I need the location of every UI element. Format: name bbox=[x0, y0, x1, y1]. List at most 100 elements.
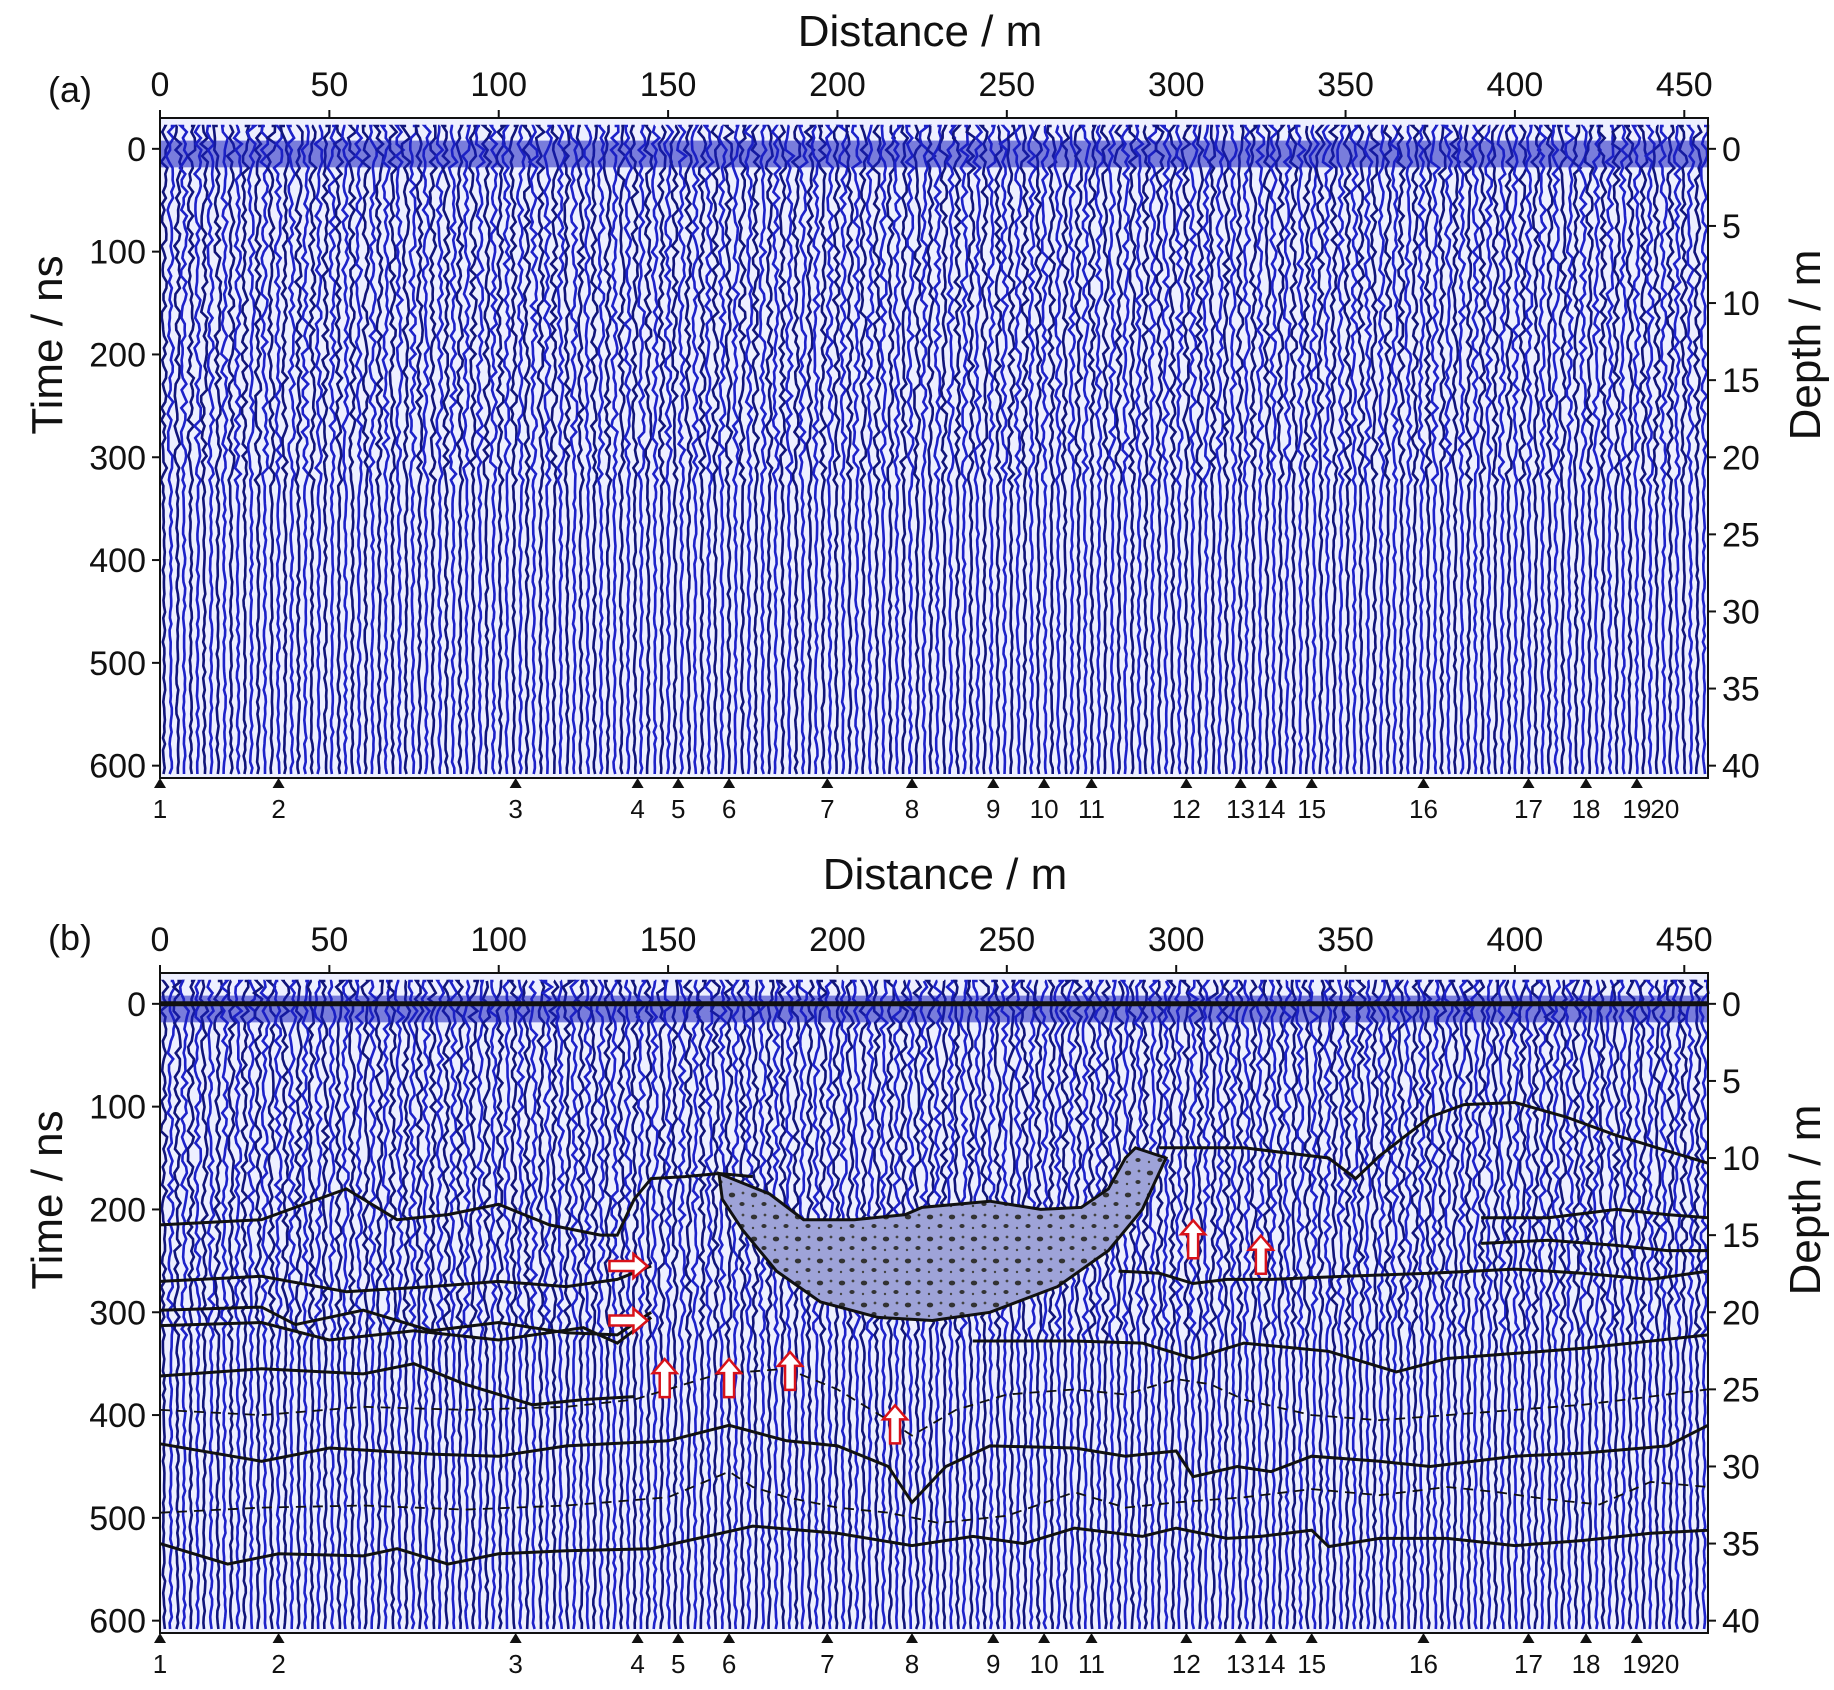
marker-label-a-6: 6 bbox=[722, 794, 736, 824]
panel-b-y-title: Time / ns bbox=[23, 1110, 72, 1289]
annotation-arrow-b-5 bbox=[775, 1349, 805, 1392]
trace-a-207 bbox=[1543, 124, 1555, 775]
trace-a-147 bbox=[1140, 124, 1152, 775]
trace-a-124 bbox=[986, 124, 997, 775]
trace-b-146 bbox=[1133, 979, 1145, 1630]
trace-b-16 bbox=[259, 979, 271, 1630]
trace-a-160 bbox=[1227, 124, 1238, 775]
trace-b-206 bbox=[1536, 979, 1548, 1630]
trace-a-54 bbox=[515, 124, 527, 775]
trace-b-83 bbox=[709, 979, 722, 1630]
marker-triangle-b-6 bbox=[723, 1633, 736, 1643]
marker-label-a-19: 19 bbox=[1622, 794, 1651, 824]
trace-b-155 bbox=[1193, 979, 1206, 1630]
x-tick-label-a-200: 200 bbox=[809, 66, 866, 104]
panel-b-traces bbox=[158, 979, 1710, 1630]
horizon-b-7 bbox=[159, 1423, 1709, 1505]
trace-a-67 bbox=[602, 124, 613, 775]
marker-label-b-18: 18 bbox=[1572, 1649, 1601, 1679]
trace-a-230 bbox=[1699, 124, 1710, 775]
trace-a-81 bbox=[696, 124, 708, 775]
trace-a-14 bbox=[245, 124, 259, 775]
trace-a-175 bbox=[1327, 124, 1341, 775]
marker-triangle-a-17 bbox=[1522, 778, 1535, 788]
trace-a-55 bbox=[521, 124, 533, 775]
annotation-arrow-b-2 bbox=[608, 1305, 650, 1336]
trace-a-25 bbox=[320, 124, 331, 775]
y-tick-label-b-300: 300 bbox=[89, 1294, 146, 1332]
trace-b-10 bbox=[218, 979, 231, 1630]
marker-label-b-9: 9 bbox=[986, 1649, 1000, 1679]
trace-b-145 bbox=[1127, 979, 1137, 1630]
trace-a-77 bbox=[669, 124, 681, 775]
trace-b-195 bbox=[1462, 979, 1475, 1630]
marker-triangle-a-12 bbox=[1180, 778, 1193, 788]
marker-label-b-20: 20 bbox=[1650, 1649, 1679, 1679]
trace-b-183 bbox=[1381, 979, 1393, 1630]
trace-a-18 bbox=[272, 124, 284, 775]
trace-b-4 bbox=[178, 979, 191, 1630]
trace-b-226 bbox=[1671, 979, 1683, 1630]
y2-tick-label-b-25: 25 bbox=[1722, 1371, 1760, 1409]
y2-tick-label-b-40: 40 bbox=[1722, 1603, 1760, 1641]
marker-triangle-b-16 bbox=[1417, 1633, 1430, 1643]
y2-tick-label-a-35: 35 bbox=[1722, 671, 1760, 709]
trace-b-229 bbox=[1688, 979, 1704, 1630]
trace-b-181 bbox=[1368, 979, 1381, 1630]
trace-a-140 bbox=[1094, 124, 1105, 775]
trace-b-72 bbox=[635, 979, 649, 1630]
trace-a-182 bbox=[1376, 124, 1386, 775]
trace-a-31 bbox=[360, 124, 372, 775]
trace-a-102 bbox=[835, 124, 849, 775]
trace-a-63 bbox=[575, 124, 586, 775]
trace-a-229 bbox=[1691, 124, 1703, 774]
trace-a-145 bbox=[1127, 124, 1139, 775]
trace-b-18 bbox=[272, 979, 284, 1630]
trace-a-157 bbox=[1206, 124, 1218, 775]
marker-label-b-1: 1 bbox=[153, 1649, 167, 1679]
x-tick-label-b-250: 250 bbox=[978, 921, 1035, 959]
trace-b-221 bbox=[1638, 979, 1649, 1630]
trace-a-65 bbox=[589, 124, 599, 775]
marker-label-b-13: 13 bbox=[1226, 1649, 1255, 1679]
trace-a-78 bbox=[675, 124, 689, 775]
trace-a-53 bbox=[507, 124, 520, 774]
panel-a-traces bbox=[159, 124, 1710, 775]
trace-a-196 bbox=[1470, 124, 1481, 775]
trace-b-203 bbox=[1517, 979, 1529, 1630]
marker-triangle-b-3 bbox=[509, 1633, 522, 1643]
marker-label-a-3: 3 bbox=[508, 794, 522, 824]
trace-a-149 bbox=[1151, 124, 1166, 775]
trace-a-35 bbox=[386, 124, 399, 774]
trace-b-49 bbox=[481, 980, 492, 1630]
x-tick-label-a-400: 400 bbox=[1487, 66, 1544, 104]
marker-triangle-a-16 bbox=[1417, 778, 1430, 788]
trace-b-132 bbox=[1039, 979, 1050, 1630]
trace-a-224 bbox=[1658, 124, 1669, 775]
trace-b-46 bbox=[461, 979, 472, 1630]
trace-b-136 bbox=[1066, 979, 1077, 1630]
trace-b-93 bbox=[775, 979, 788, 1630]
trace-a-183 bbox=[1382, 124, 1393, 774]
trace-a-162 bbox=[1242, 124, 1252, 775]
trace-a-47 bbox=[467, 124, 479, 775]
trace-b-75 bbox=[655, 979, 668, 1630]
x-tick-label-b-450: 450 bbox=[1656, 921, 1713, 959]
trace-a-16 bbox=[258, 124, 270, 774]
trace-b-60 bbox=[555, 979, 566, 1630]
trace-a-116 bbox=[931, 124, 943, 775]
trace-a-70 bbox=[622, 124, 634, 775]
panel-a-y2-title: Depth / m bbox=[1781, 250, 1830, 441]
trace-b-193 bbox=[1449, 979, 1461, 1630]
trace-a-223 bbox=[1651, 124, 1662, 775]
trace-a-117 bbox=[938, 124, 950, 775]
y2-tick-label-b-30: 30 bbox=[1722, 1448, 1760, 1486]
trace-b-134 bbox=[1053, 979, 1066, 1630]
trace-b-53 bbox=[507, 979, 520, 1630]
trace-b-6 bbox=[193, 979, 204, 1630]
trace-a-200 bbox=[1496, 124, 1507, 775]
trace-a-215 bbox=[1597, 124, 1609, 775]
trace-a-93 bbox=[777, 124, 788, 775]
trace-b-41 bbox=[426, 979, 438, 1630]
